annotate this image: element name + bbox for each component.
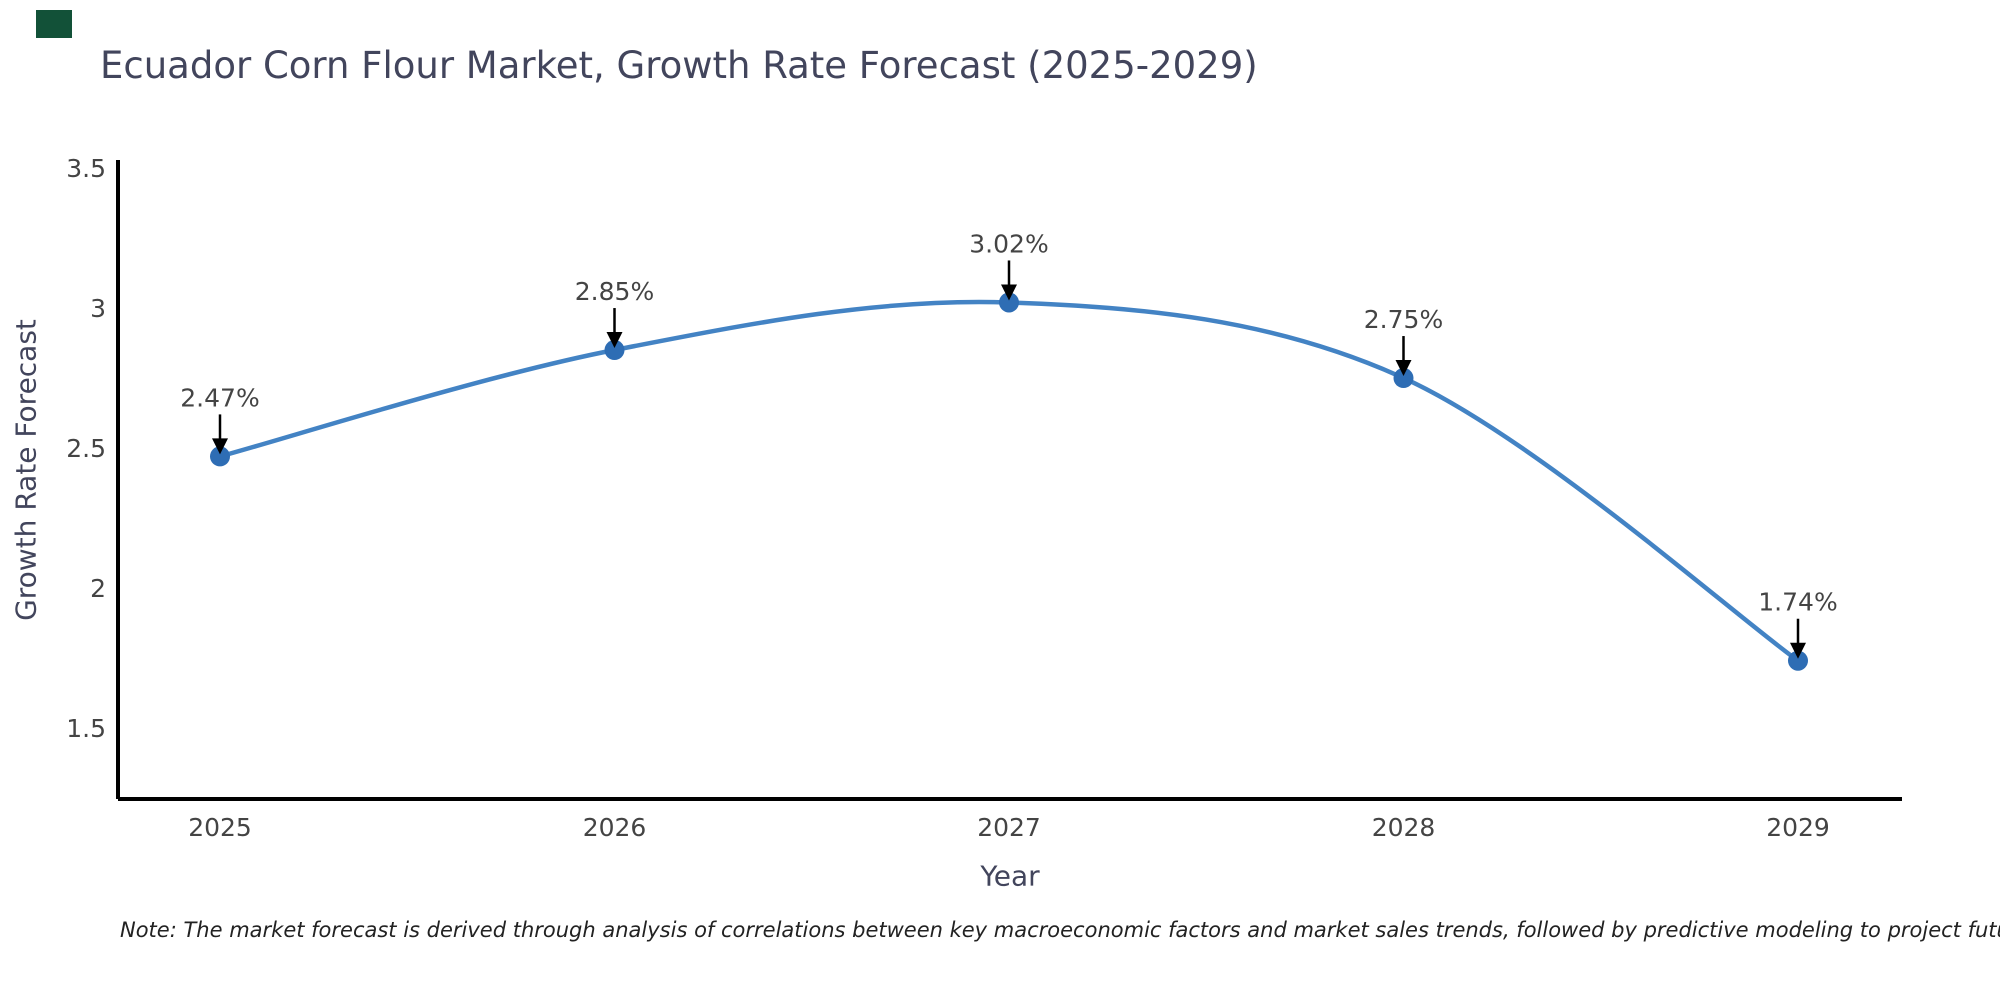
axes — [116, 160, 1902, 801]
chart-title: Ecuador Corn Flour Market, Growth Rate F… — [100, 44, 1258, 87]
y-tick-labels: 3.5 3 2.5 2 1.5 — [66, 154, 106, 743]
data-point-marker — [999, 292, 1019, 313]
forecast-line — [219, 299, 1800, 663]
data-point-label: 2.85% — [575, 277, 654, 306]
x-tick-label: 2025 — [188, 813, 252, 842]
data-point-marker — [1393, 368, 1414, 389]
data-point-marker — [210, 446, 230, 467]
y-axis-title: Growth Rate Forecast — [9, 319, 43, 621]
x-tick-label: 2026 — [583, 813, 647, 842]
y-tick-label: 3.5 — [66, 154, 106, 183]
green-corner-mark — [36, 10, 72, 38]
footnote: Note: The market forecast is derived thr… — [120, 918, 2000, 942]
annotation-arrow-head — [1395, 360, 1412, 377]
y-tick-label: 2.5 — [66, 434, 106, 463]
annotation-arrow-head — [606, 332, 623, 349]
x-tick-label: 2027 — [977, 813, 1041, 842]
x-tick-label: 2028 — [1372, 813, 1436, 842]
data-point-label: 2.75% — [1364, 305, 1443, 334]
data-labels: 2.47% 2.85% 3.02% 2.75% 1.74% — [180, 229, 1838, 659]
data-point-marker — [604, 340, 625, 361]
annotation-arrow-head — [1001, 284, 1017, 301]
x-axis-title: Year — [980, 859, 1040, 893]
x-tick-labels: 2025 2026 2027 2028 2029 — [188, 813, 1830, 842]
annotation-arrow-head — [212, 438, 228, 455]
data-markers — [210, 292, 1808, 671]
y-tick-label: 2 — [90, 574, 106, 603]
data-point-label: 1.74% — [1758, 588, 1837, 617]
data-point-label: 3.02% — [969, 229, 1048, 258]
x-tick-label: 2029 — [1766, 813, 1830, 842]
annotation-arrow-head — [1790, 642, 1806, 659]
y-tick-label: 3 — [90, 294, 106, 323]
y-tick-label: 1.5 — [66, 714, 106, 743]
data-point-label: 2.47% — [180, 383, 259, 412]
data-point-marker — [1788, 650, 1808, 671]
